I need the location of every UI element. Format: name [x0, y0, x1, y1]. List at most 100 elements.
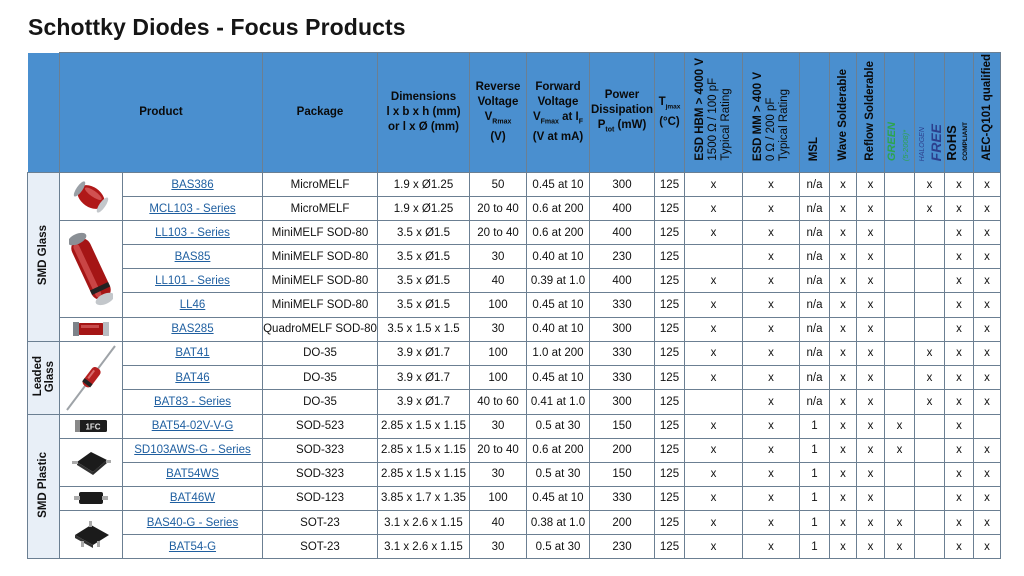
cell-vf: 0.40 at 10 [526, 316, 590, 342]
cell-rohs: x [944, 437, 974, 463]
reverse-line-1: Reverse [475, 81, 521, 94]
cell-tj: 125 [654, 389, 685, 415]
esd-mm-line-3: Typical Rating [777, 88, 790, 161]
cell-hbm: x [684, 461, 743, 487]
product-link[interactable]: BAS85 [174, 250, 211, 263]
cell-hbm: x [684, 196, 743, 222]
cell-reflow: x [856, 437, 885, 463]
group-leaded-glass: Leaded Glass [27, 340, 60, 415]
product-image-cell [59, 316, 123, 342]
product-link[interactable]: BAT54-02V-V-G [151, 420, 234, 433]
cell-package: SOD-323 [262, 437, 378, 463]
product-link[interactable]: BAT54-G [168, 540, 217, 553]
cell-msl: 1 [799, 413, 830, 439]
cell-mm: x [742, 340, 800, 366]
cell-aec: x [973, 485, 1001, 512]
table-row: BAT46W SOD-123 3.85 x 1.7 x 1.35 100 0.45 at… [28, 485, 1001, 512]
cell-package: SOD-523 [262, 413, 378, 439]
cell-reflow: x [856, 461, 885, 487]
product-link[interactable]: BAS40-G - Series [146, 516, 239, 529]
cell-green [884, 292, 915, 318]
cell-mm: x [742, 364, 800, 391]
cell-tj: 125 [654, 534, 685, 560]
header-rohs: RoHS COMPLIANT [944, 52, 974, 173]
forward-subscript-2: F [578, 118, 584, 126]
product-table: Product Package Dimensions l x b x h (mm… [27, 52, 1001, 560]
cell-msl: 1 [799, 485, 830, 512]
product-link[interactable]: SD103AWS-G - Series [134, 444, 251, 457]
cell-aec: x [973, 220, 1001, 246]
product-link[interactable]: BAT41 [175, 347, 210, 360]
cell-aec: x [973, 244, 1001, 270]
cell-mm: x [742, 220, 800, 246]
cell-dim: 2.85 x 1.5 x 1.15 [377, 437, 470, 463]
cell-tj: 125 [654, 413, 685, 439]
product-link[interactable]: BAT83 - Series [153, 395, 232, 408]
cell-msl: n/a [799, 244, 830, 270]
cell-vr: 20 to 40 [469, 196, 527, 222]
micromelf-image [73, 180, 109, 213]
cell-wave: x [829, 292, 857, 318]
group-smd-plastic: SMD Plastic [27, 413, 60, 560]
cell-msl: 1 [799, 437, 830, 463]
product-link[interactable]: MCL103 - Series [149, 202, 236, 215]
cell-ptot: 400 [589, 220, 655, 246]
cell-vr: 50 [469, 171, 527, 198]
table-row: SD103AWS-G - Series SOD-323 2.85 x 1.5 x 1… [28, 437, 1001, 487]
forward-line-2: Voltage [537, 96, 579, 109]
cell-vr: 20 to 40 [469, 220, 527, 246]
power-line-1: Power [604, 88, 640, 101]
cell-rohs: x [944, 268, 974, 294]
cell-wave: x [829, 340, 857, 366]
cell-vf: 0.6 at 200 [526, 220, 590, 246]
cell-ptot: 400 [589, 268, 655, 294]
cell-green: x [884, 437, 915, 463]
table-row: BAS285 QuadroMELF SOD-80 3.5 x 1.5 x 1.5 30… [28, 316, 1001, 342]
product-link[interactable]: BAS285 [171, 323, 214, 336]
product-link[interactable]: BAT46W [169, 492, 216, 505]
do35-image [66, 345, 116, 411]
group-label-smd-glass: SMD Glass [37, 225, 49, 286]
cell-ptot: 300 [589, 171, 655, 198]
cell-vr: 20 to 40 [469, 437, 527, 463]
cell-green [884, 220, 915, 246]
cell-mm: x [742, 196, 800, 222]
product-link[interactable]: BAT46 [175, 371, 210, 384]
cell-ptot: 200 [589, 510, 655, 536]
cell-rohs: x [944, 461, 974, 487]
cell-reflow: x [856, 485, 885, 512]
cell-mm: x [742, 292, 800, 318]
header-esd-hbm: ESD HBM > 4000 V 1500 Ω / 100 pF Typical R… [684, 52, 743, 173]
table-row: BAT83 - Series DO-35 3.9 x Ø1.7 40 to 60 0.4… [28, 389, 1001, 415]
halogen-label: HALOGEN [919, 126, 926, 161]
cell-vf: 0.5 at 30 [526, 461, 590, 487]
cell-mm: x [742, 461, 800, 487]
table-row: LL103 - Series MiniMELF SOD-80 3.5 x Ø1.5 2… [28, 220, 1001, 318]
table-row: SMD Plastic 1FC BAT54-02V-V-G SOD-523 2.85 x… [27, 413, 1001, 560]
product-link[interactable]: LL46 [179, 299, 206, 312]
product-cell: LL46 [122, 292, 263, 318]
product-cell: LL103 - Series [122, 220, 263, 246]
product-link[interactable]: LL101 - Series [155, 274, 230, 287]
cell-package: MicroMELF [262, 171, 378, 198]
header-wave-solderable: Wave Solderable [829, 52, 857, 173]
cell-package: SOT-23 [262, 534, 378, 560]
cell-wave: x [829, 316, 857, 342]
cell-dim: 3.5 x Ø1.5 [377, 268, 470, 294]
cell-reflow: x [856, 268, 885, 294]
product-link[interactable]: LL103 - Series [155, 226, 230, 239]
header-dimensions: Dimensions l x b x h (mm) or l x Ø (mm) [377, 52, 470, 173]
cell-vr: 30 [469, 316, 527, 342]
cell-msl: n/a [799, 220, 830, 246]
green-sub: (5-2008)* [901, 129, 910, 161]
cell-vf: 0.41 at 1.0 [526, 389, 590, 415]
cell-msl: n/a [799, 364, 830, 391]
cell-dim: 3.5 x 1.5 x 1.5 [377, 316, 470, 342]
cell-reflow: x [856, 316, 885, 342]
cell-rohs: x [944, 364, 974, 391]
product-link[interactable]: BAT54WS [166, 468, 219, 481]
cell-msl: n/a [799, 316, 830, 342]
product-link[interactable]: BAS386 [171, 178, 214, 191]
cell-vf: 0.45 at 10 [526, 364, 590, 391]
cell-green [884, 340, 915, 366]
